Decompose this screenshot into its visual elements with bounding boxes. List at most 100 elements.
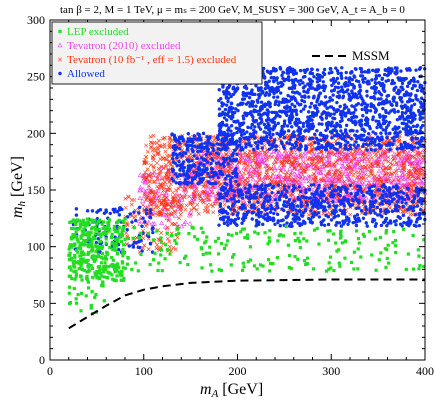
data-point [282, 100, 287, 104]
data-point [332, 175, 337, 180]
data-point [379, 83, 384, 87]
data-point [310, 157, 315, 162]
data-point [310, 67, 314, 71]
data-point [351, 185, 356, 190]
data-point [290, 97, 294, 101]
data-point [411, 166, 416, 171]
data-point [297, 133, 301, 137]
data-point [383, 219, 387, 224]
data-point [380, 100, 385, 105]
data-point [298, 82, 302, 86]
data-point [282, 200, 287, 204]
data-point [157, 199, 162, 204]
data-point [324, 136, 329, 140]
data-point [166, 176, 171, 181]
data-point [261, 66, 266, 71]
data-point [346, 156, 352, 161]
data-point [375, 205, 379, 210]
data-point [230, 137, 234, 141]
data-point [245, 163, 250, 168]
data-point [242, 215, 246, 219]
data-point [169, 221, 175, 226]
data-point [143, 189, 149, 195]
data-point [268, 130, 272, 134]
data-point [352, 143, 356, 147]
data-point [209, 190, 214, 195]
data-point [381, 162, 386, 167]
data-point [231, 151, 236, 156]
data-point [314, 149, 320, 154]
data-point [288, 178, 293, 183]
data-point [237, 160, 242, 165]
data-point [317, 102, 322, 107]
data-point [201, 184, 206, 189]
data-point [344, 70, 348, 75]
data-point [169, 248, 174, 253]
data-point [323, 187, 327, 191]
data-point [229, 158, 233, 163]
data-point [348, 212, 353, 217]
data-point [401, 87, 405, 92]
data-point [298, 68, 303, 73]
data-point [244, 145, 248, 149]
data-point [359, 195, 365, 200]
data-point [326, 121, 330, 125]
data-point [288, 105, 292, 110]
data-point [293, 172, 299, 177]
data-point [294, 140, 298, 145]
data-point [335, 174, 341, 180]
data-point [374, 107, 378, 111]
data-point [174, 190, 180, 196]
data-point [208, 152, 213, 156]
data-point [310, 192, 314, 196]
data-point [306, 87, 311, 92]
data-point [172, 203, 177, 208]
data-point [236, 108, 240, 113]
data-point [389, 102, 393, 107]
data-point [194, 137, 199, 141]
data-point [275, 95, 280, 99]
data-point [176, 197, 181, 202]
data-point [402, 92, 407, 97]
data-point [301, 107, 306, 111]
data-point [395, 204, 399, 208]
data-point [173, 210, 178, 215]
data-point [359, 170, 365, 175]
data-point [406, 157, 411, 162]
data-point [369, 147, 373, 152]
data-point [376, 136, 380, 140]
data-point [293, 104, 297, 109]
data-point [257, 152, 263, 158]
data-point [288, 141, 292, 146]
data-point [391, 154, 396, 159]
data-point [174, 188, 179, 193]
data-point [398, 76, 402, 80]
data-point [245, 130, 249, 134]
data-point [229, 197, 233, 201]
data-point [348, 111, 352, 115]
data-point [312, 182, 316, 187]
data-point [161, 188, 166, 193]
data-point [382, 88, 386, 92]
data-point [361, 216, 366, 220]
data-point [178, 141, 182, 145]
data-point [241, 128, 245, 133]
data-point [377, 80, 381, 85]
data-point [278, 114, 282, 119]
data-point [389, 172, 394, 177]
data-point [179, 202, 184, 207]
data-point [299, 200, 304, 205]
data-point [399, 85, 403, 89]
data-point [354, 79, 359, 83]
data-point [344, 105, 349, 109]
data-point [178, 172, 182, 177]
data-point [328, 113, 332, 118]
data-point [256, 122, 260, 126]
data-point [253, 92, 257, 97]
data-point [187, 221, 193, 226]
data-point [409, 161, 415, 166]
data-point [395, 165, 401, 170]
data-point [151, 158, 156, 163]
data-point [294, 71, 299, 75]
